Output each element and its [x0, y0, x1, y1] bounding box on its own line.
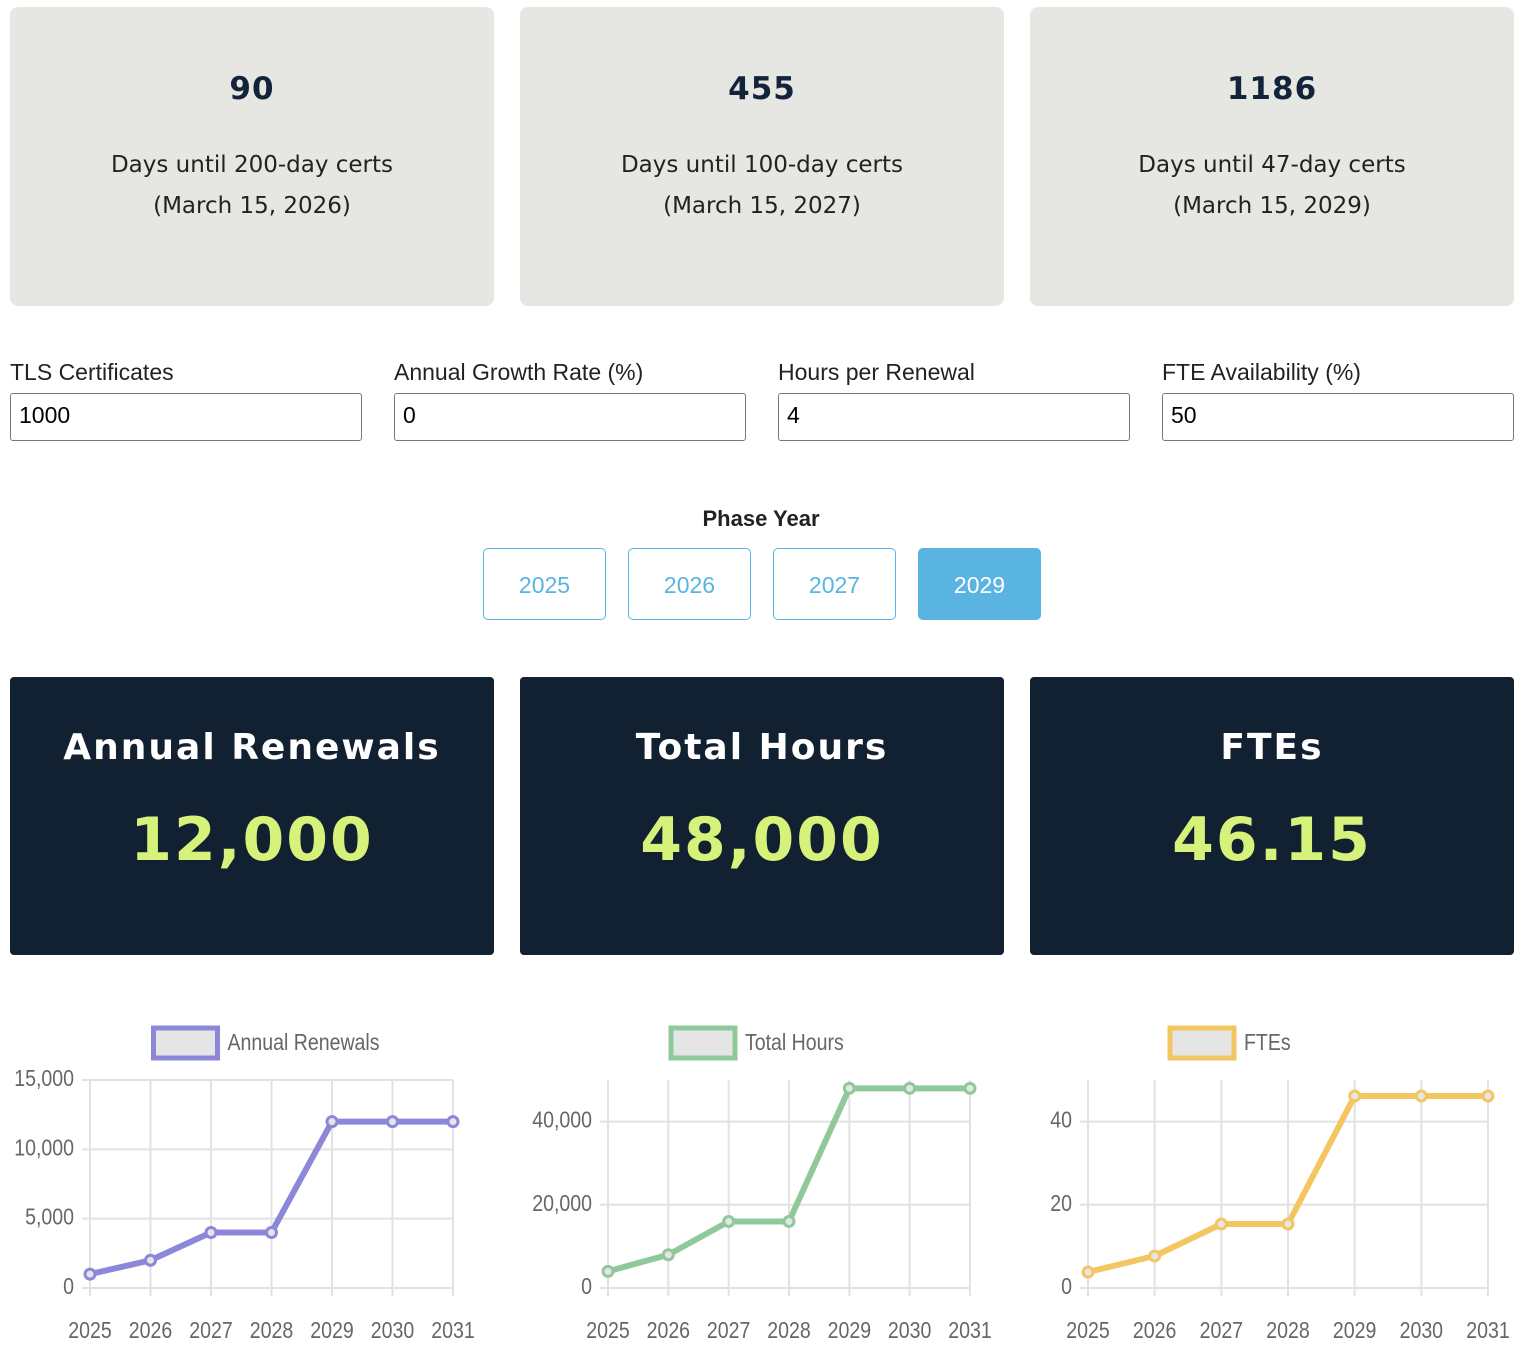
charts: 0 5,000 10,000 15,000 2025 2026 2027 2028 2029 20…	[14, 1025, 1510, 1344]
legend-swatch	[151, 1025, 220, 1061]
data-point	[903, 1081, 917, 1095]
y-tick-label: 15,000	[14, 1066, 74, 1092]
result-value: 46.15	[1172, 805, 1372, 875]
legend-label: Total Hours	[745, 1030, 844, 1056]
x-tick-label: 2030	[371, 1318, 415, 1344]
data-point	[83, 1267, 97, 1281]
x-tick-label: 2028	[1266, 1318, 1309, 1344]
text-input[interactable]: 50	[1162, 393, 1514, 441]
x-tick-label: 2026	[647, 1318, 690, 1344]
data-point	[1214, 1217, 1228, 1231]
data-point	[601, 1264, 615, 1278]
countdown-card: 1186 Days until 47-day certs (March 15, 2…	[1030, 7, 1514, 306]
data-point	[782, 1214, 796, 1228]
input-label: Annual Growth Rate (%)	[394, 359, 644, 385]
phase-label: Phase Year	[702, 506, 820, 531]
legend-swatch	[1167, 1025, 1237, 1061]
data-point	[963, 1081, 977, 1095]
countdown-card: 455 Days until 100-day certs (March 15, 2…	[520, 7, 1004, 306]
countdown-text: Days until 200-day certs (March 15, 2026)	[10, 145, 494, 227]
text-input[interactable]: 4	[778, 393, 1130, 441]
data-point	[1281, 1217, 1295, 1231]
countdown-days: 90	[229, 71, 275, 107]
x-tick-label: 2026	[129, 1318, 172, 1344]
countdown-text: Days until 100-day certs (March 15, 2027)	[520, 145, 1004, 227]
countdown-label: Days until 100-day certs	[620, 152, 904, 178]
data-point	[1348, 1089, 1362, 1103]
phase-button[interactable]: 2029	[918, 548, 1041, 620]
countdown-days: 455	[728, 71, 796, 107]
countdown-card: 90 Days until 200-day certs (March 15, 20…	[10, 7, 494, 306]
x-tick-label: 2029	[828, 1318, 871, 1344]
text-input[interactable]: 0	[394, 393, 746, 441]
countdown-date: (March 15, 2029)	[1173, 193, 1371, 219]
x-tick-label: 2028	[767, 1318, 810, 1344]
legend-label: Annual Renewals	[228, 1030, 380, 1056]
data-point	[446, 1115, 460, 1129]
x-tick-label: 2029	[310, 1318, 353, 1344]
data-point	[1081, 1265, 1095, 1279]
data-point	[1148, 1249, 1162, 1263]
data-point	[204, 1226, 218, 1240]
input-label: TLS Certificates	[10, 359, 174, 385]
result-title: FTEs	[1220, 727, 1324, 768]
result-title: Total Hours	[635, 727, 889, 768]
countdown-days: 1186	[1226, 71, 1318, 107]
x-tick-label: 2031	[431, 1318, 474, 1344]
x-tick-label: 2025	[68, 1318, 111, 1344]
y-tick-label: 20	[1050, 1190, 1072, 1216]
y-tick-label: 5,000	[25, 1204, 74, 1230]
phase-button[interactable]: 2026	[628, 548, 751, 620]
y-tick-label: 40,000	[532, 1107, 592, 1133]
result-card: Annual Renewals 12,000	[10, 677, 494, 955]
result-value: 48,000	[640, 805, 884, 875]
x-tick-label: 2030	[888, 1318, 932, 1344]
phase-button[interactable]: 2027	[773, 548, 896, 620]
data-point	[386, 1115, 399, 1129]
legend-label: FTEs	[1244, 1030, 1291, 1056]
x-tick-label: 2027	[707, 1318, 750, 1344]
input-label: Hours per Renewal	[778, 359, 975, 385]
data-point	[842, 1081, 856, 1095]
result-title: Annual Renewals	[63, 727, 441, 768]
x-tick-label: 2025	[586, 1318, 629, 1344]
text-input[interactable]: 1000	[10, 393, 362, 441]
data-point	[144, 1253, 157, 1267]
data-point	[265, 1226, 278, 1240]
phase-button[interactable]: 2025	[483, 548, 606, 620]
countdown-date: (March 15, 2027)	[663, 193, 861, 219]
countdown-label: Days until 47-day certs	[1138, 152, 1406, 178]
x-tick-label: 2028	[250, 1318, 293, 1344]
data-point	[1481, 1089, 1495, 1103]
y-tick-label: 40	[1050, 1107, 1072, 1133]
data-point	[1414, 1089, 1428, 1103]
result-card: Total Hours 48,000	[520, 677, 1004, 955]
x-tick-label: 2025	[1066, 1318, 1109, 1344]
result-value: 12,000	[130, 805, 374, 875]
countdown-text: Days until 47-day certs (March 15, 2029)	[1030, 145, 1514, 227]
y-tick-label: 20,000	[532, 1190, 592, 1216]
y-tick-label: 0	[581, 1274, 592, 1300]
x-tick-label: 2027	[189, 1318, 232, 1344]
x-tick-label: 2031	[948, 1318, 991, 1344]
y-tick-label: 0	[63, 1274, 74, 1300]
input-label: FTE Availability (%)	[1162, 359, 1361, 385]
data-point	[722, 1214, 736, 1228]
result-card: FTEs 46.15	[1030, 677, 1514, 955]
y-tick-label: 10,000	[14, 1135, 74, 1161]
x-tick-label: 2030	[1400, 1318, 1444, 1344]
x-tick-label: 2027	[1200, 1318, 1243, 1344]
x-tick-label: 2026	[1133, 1318, 1176, 1344]
countdown-label: Days until 200-day certs	[110, 152, 394, 178]
legend-swatch	[668, 1025, 738, 1061]
countdown-date: (March 15, 2026)	[153, 193, 351, 219]
x-tick-label: 2029	[1333, 1318, 1376, 1344]
y-tick-label: 0	[1061, 1274, 1072, 1300]
data-point	[325, 1115, 339, 1129]
x-tick-label: 2031	[1466, 1318, 1509, 1344]
data-point	[661, 1248, 675, 1262]
